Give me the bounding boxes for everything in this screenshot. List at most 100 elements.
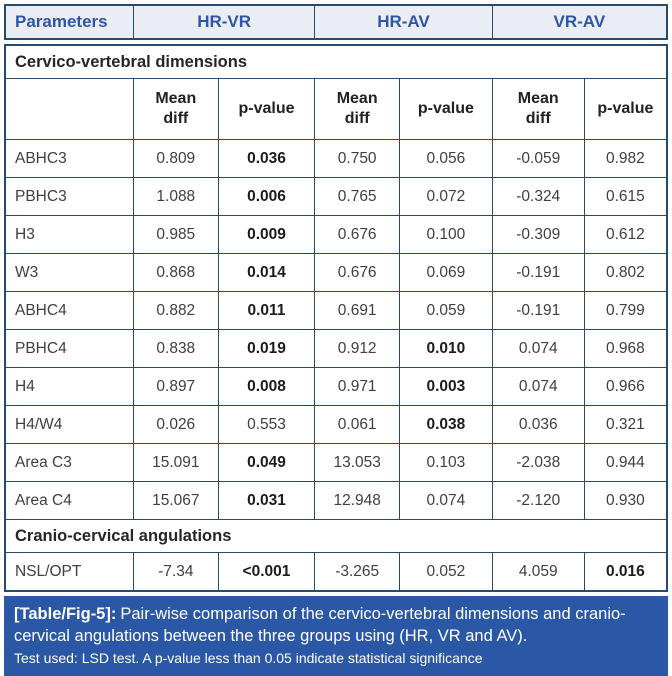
value-cell: 0.014 — [217, 253, 316, 292]
value-cell: 0.676 — [314, 253, 401, 292]
value-cell: 0.059 — [399, 291, 493, 330]
value-cell: -2.038 — [491, 443, 585, 482]
value-cell: 0.074 — [491, 329, 585, 368]
header-row: Parameters HR-VR HR-AV VR-AV — [4, 4, 668, 40]
value-cell: 0.321 — [583, 405, 668, 444]
value-cell: 0.049 — [217, 443, 316, 482]
value-cell: 0.003 — [399, 367, 493, 406]
column-header-p-value: p-value — [399, 78, 493, 140]
value-cell: -0.309 — [491, 215, 585, 254]
value-cell: -3.265 — [314, 552, 401, 592]
value-cell: 0.052 — [399, 552, 493, 592]
value-cell: 0.069 — [399, 253, 493, 292]
parameter-label: H4/W4 — [4, 405, 134, 444]
value-cell: 0.036 — [491, 405, 585, 444]
parameter-label: PBHC4 — [4, 329, 134, 368]
value-cell: <0.001 — [217, 552, 316, 592]
table-header: Parameters HR-VR HR-AV VR-AV — [4, 4, 668, 40]
value-cell: -0.059 — [491, 139, 585, 178]
value-cell: 0.009 — [217, 215, 316, 254]
caption-label: [Table/Fig-5]: — [14, 605, 117, 623]
header-group-vr-av: VR-AV — [491, 4, 668, 40]
figure-caption: [Table/Fig-5]: Pair-wise comparison of th… — [4, 596, 668, 676]
value-cell: 0.074 — [399, 481, 493, 520]
value-cell: 0.100 — [399, 215, 493, 254]
value-cell: -0.191 — [491, 291, 585, 330]
value-cell: 0.016 — [583, 552, 668, 592]
value-cell: 15.091 — [132, 443, 219, 482]
value-cell: 0.006 — [217, 177, 316, 216]
table-figure: Parameters HR-VR HR-AV VR-AV Cervico-ver… — [4, 4, 668, 676]
section-row: Cranio-cervical angulations — [4, 519, 668, 553]
column-header-mean-diff: Mean diff — [491, 78, 585, 140]
value-cell: 0.056 — [399, 139, 493, 178]
caption-text: [Table/Fig-5]: Pair-wise comparison of th… — [14, 603, 658, 647]
value-cell: 0.868 — [132, 253, 219, 292]
table-row: H4/W4 0.026 0.553 0.061 0.038 0.036 0.321 — [4, 405, 668, 444]
table-row: NSL/OPT -7.34 <0.001 -3.265 0.052 4.059 0.016 — [4, 552, 668, 592]
value-cell: 0.968 — [583, 329, 668, 368]
value-cell: 0.944 — [583, 443, 668, 482]
value-cell: 0.036 — [217, 139, 316, 178]
column-header-p-value: p-value — [217, 78, 316, 140]
parameter-label: ABHC4 — [4, 291, 134, 330]
parameter-label: Area C4 — [4, 481, 134, 520]
value-cell: 0.985 — [132, 215, 219, 254]
parameter-label: W3 — [4, 253, 134, 292]
value-cell: 0.676 — [314, 215, 401, 254]
table-row: PBHC3 1.088 0.006 0.765 0.072 -0.324 0.615 — [4, 177, 668, 216]
data-table: Cervico-vertebral dimensions Mean diff p-v… — [4, 44, 668, 592]
value-cell: 12.948 — [314, 481, 401, 520]
value-cell: 0.750 — [314, 139, 401, 178]
section-title: Cranio-cervical angulations — [4, 519, 668, 553]
value-cell: 0.809 — [132, 139, 219, 178]
column-header-mean-diff: Mean diff — [132, 78, 219, 140]
caption-note: Test used: LSD test. A p-value less than… — [14, 650, 483, 666]
value-cell: 1.088 — [132, 177, 219, 216]
value-cell: 0.897 — [132, 367, 219, 406]
parameter-label: H4 — [4, 367, 134, 406]
section-row: Cervico-vertebral dimensions — [4, 44, 668, 79]
value-cell: 0.799 — [583, 291, 668, 330]
table-row: Area C3 15.091 0.049 13.053 0.103 -2.038 0.944 — [4, 443, 668, 482]
value-cell: 0.971 — [314, 367, 401, 406]
value-cell: 0.982 — [583, 139, 668, 178]
subheader-row: Mean diff p-value Mean diff p-value Mean dif… — [4, 78, 668, 140]
column-header-mean-diff: Mean diff — [314, 78, 401, 140]
value-cell: 0.765 — [314, 177, 401, 216]
value-cell: -2.120 — [491, 481, 585, 520]
value-cell: 0.912 — [314, 329, 401, 368]
value-cell: 0.061 — [314, 405, 401, 444]
column-header-p-value: p-value — [583, 78, 668, 140]
table-row: ABHC4 0.882 0.011 0.691 0.059 -0.191 0.799 — [4, 291, 668, 330]
value-cell: -7.34 — [132, 552, 219, 592]
value-cell: 0.019 — [217, 329, 316, 368]
value-cell: 0.802 — [583, 253, 668, 292]
table-row: H3 0.985 0.009 0.676 0.100 -0.309 0.612 — [4, 215, 668, 254]
value-cell: 0.038 — [399, 405, 493, 444]
table-row: Area C4 15.067 0.031 12.948 0.074 -2.120 0.930 — [4, 481, 668, 520]
parameter-label: PBHC3 — [4, 177, 134, 216]
table-row: H4 0.897 0.008 0.971 0.003 0.074 0.966 — [4, 367, 668, 406]
value-cell: 15.067 — [132, 481, 219, 520]
parameter-label: ABHC3 — [4, 139, 134, 178]
parameter-label: NSL/OPT — [4, 552, 134, 592]
value-cell: 0.612 — [583, 215, 668, 254]
parameter-label: Area C3 — [4, 443, 134, 482]
value-cell: 0.072 — [399, 177, 493, 216]
table-row: PBHC4 0.838 0.019 0.912 0.010 0.074 0.968 — [4, 329, 668, 368]
value-cell: 0.031 — [217, 481, 316, 520]
value-cell: 0.691 — [314, 291, 401, 330]
value-cell: 0.026 — [132, 405, 219, 444]
value-cell: 0.966 — [583, 367, 668, 406]
header-group-hr-av: HR-AV — [314, 4, 493, 40]
value-cell: 0.882 — [132, 291, 219, 330]
section-title: Cervico-vertebral dimensions — [4, 44, 668, 79]
subheader-empty-cell — [4, 78, 134, 140]
header-group-hr-vr: HR-VR — [132, 4, 316, 40]
value-cell: -0.191 — [491, 253, 585, 292]
value-cell: 0.010 — [399, 329, 493, 368]
table-row: W3 0.868 0.014 0.676 0.069 -0.191 0.802 — [4, 253, 668, 292]
value-cell: 0.553 — [217, 405, 316, 444]
parameter-label: H3 — [4, 215, 134, 254]
